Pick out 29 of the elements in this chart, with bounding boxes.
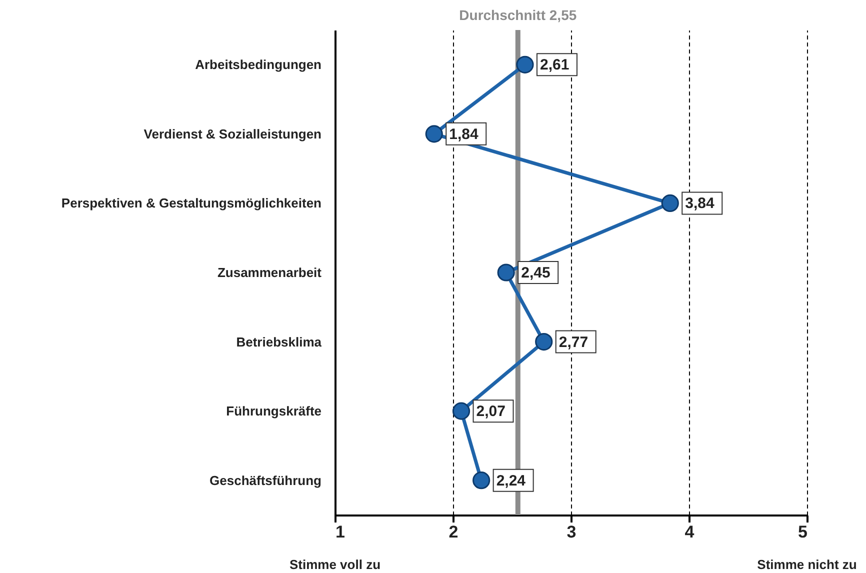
data-label: 2,07: [476, 403, 506, 420]
y-tick-label: Zusammenarbeit: [217, 265, 322, 280]
text: Stimme nicht zu: [757, 557, 857, 572]
y-tick-label: Geschäftsführung: [210, 472, 322, 488]
point: [497, 264, 515, 282]
y-tick-label: Verdienst & Sozialleistungen: [144, 126, 322, 142]
x-tick-label: 2: [448, 522, 458, 542]
data-label: 2,77: [558, 334, 588, 351]
y-tick-label: Perspektiven & Gestaltungsmöglichkeiten: [61, 196, 322, 211]
y-tick-label: Führungskräfte: [226, 404, 322, 419]
ref-line-label: Durchschnitt 2,55: [459, 7, 577, 23]
point: [472, 472, 490, 490]
text: Stimme voll zu: [289, 557, 381, 572]
y-tick-label: Arbeitsbedingungen: [195, 57, 322, 72]
x-tick-label: 5: [798, 522, 808, 542]
data-label: 2,61: [540, 56, 570, 74]
point: [516, 56, 534, 74]
point: [425, 125, 443, 143]
data-label: 3,84: [685, 195, 715, 212]
data-label: 1,84: [449, 126, 479, 143]
x-tick-label: 3: [566, 522, 576, 542]
point: [661, 194, 679, 212]
x-tick-label: 1: [336, 522, 345, 542]
point: [535, 332, 553, 351]
data-label: 2,24: [496, 472, 526, 490]
y-tick-label: Betriebsklima: [236, 334, 322, 350]
data-label: 2,45: [521, 264, 550, 282]
point: [452, 402, 470, 420]
x-tick-label: 4: [684, 522, 695, 542]
